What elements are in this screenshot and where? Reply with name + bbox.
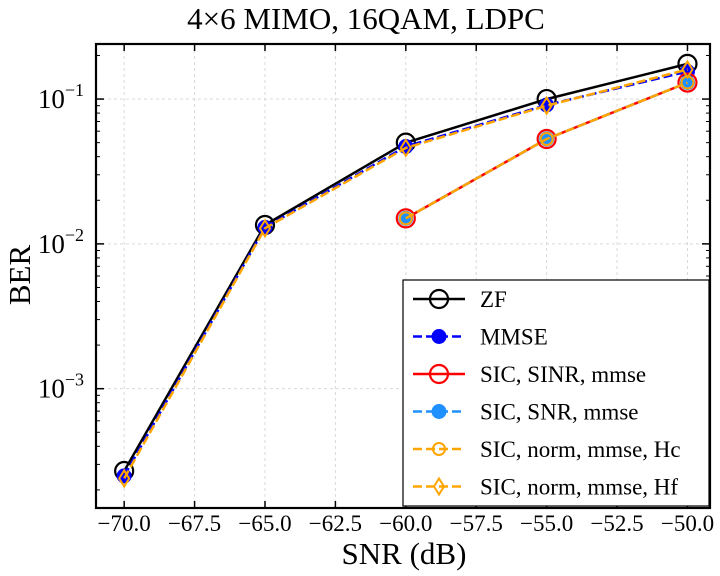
series-6 (117, 59, 694, 489)
data-point (258, 218, 272, 239)
legend-marker (431, 404, 447, 419)
data-point (681, 59, 694, 80)
legend: ZF MMSE SIC, SINR, mmse SIC, SNR, mmse SIC, … (402, 279, 710, 507)
legend-marker (428, 288, 450, 310)
y-tick-label: 10−2 (38, 225, 84, 259)
y-tick-exponent: −1 (65, 80, 84, 100)
legend-label: MMSE (480, 325, 548, 350)
data-point (399, 138, 412, 158)
legend-label: SIC, norm, mmse, Hf (480, 475, 678, 500)
legend-label: SIC, SNR, mmse (480, 400, 638, 425)
y-axis-label: BER (2, 245, 37, 306)
series-line (123, 68, 688, 480)
y-tick-base: 10 (38, 229, 65, 259)
x-tick-label: −67.5 (168, 511, 221, 536)
data-point (536, 128, 557, 150)
y-tick-exponent: −3 (65, 370, 84, 390)
legend-marker (432, 476, 446, 497)
legend-marker (431, 329, 447, 344)
x-tick-label: −62.5 (309, 511, 362, 536)
chart-title: 4×6 MIMO, 16QAM, LDPC (187, 1, 545, 36)
data-point (395, 208, 416, 229)
legend-label: SIC, SINR, mmse (480, 362, 646, 387)
y-tick-exponent: −2 (65, 225, 84, 245)
x-tick-label: −52.5 (590, 511, 643, 536)
x-tick-label: −55.0 (520, 511, 573, 536)
y-tick-base: 10 (38, 84, 65, 114)
x-tick-label: −57.5 (450, 511, 503, 536)
legend-marker (428, 363, 450, 385)
axis-ticks: −70.0 −67.5 −65.0 −62.5 −60.0 −57.5 −55.0 −52.5… (38, 44, 714, 536)
legend-marker (432, 442, 446, 456)
x-tick-label: −50.0 (661, 511, 714, 536)
x-axis-label: SNR (dB) (342, 536, 467, 571)
x-tick-label: −60.0 (379, 511, 432, 536)
legend-item: SIC, SINR, mmse (413, 362, 646, 387)
legend-item: SIC, norm, mmse, Hc (413, 437, 681, 462)
series-5 (398, 75, 695, 226)
y-tick-label: 10−3 (38, 370, 84, 404)
legend-item: ZF (413, 287, 507, 312)
legend-label: ZF (480, 287, 507, 312)
data-point (677, 72, 698, 93)
plot-series (114, 53, 698, 489)
y-tick-base: 10 (38, 374, 65, 404)
y-tick-label: 10−1 (38, 80, 84, 114)
legend-box (402, 279, 710, 507)
legend-item: MMSE (413, 325, 548, 350)
data-point (398, 211, 413, 226)
data-point (540, 95, 553, 116)
x-tick-label: −65.0 (238, 511, 291, 536)
data-point (539, 131, 554, 146)
legend-label: SIC, norm, mmse, Hc (480, 437, 681, 462)
legend-item: SIC, SNR, mmse (413, 400, 638, 425)
x-tick-label: −70.0 (98, 511, 151, 536)
series-line (405, 81, 688, 220)
data-point (117, 468, 131, 489)
legend-item: SIC, norm, mmse, Hf (413, 475, 678, 500)
